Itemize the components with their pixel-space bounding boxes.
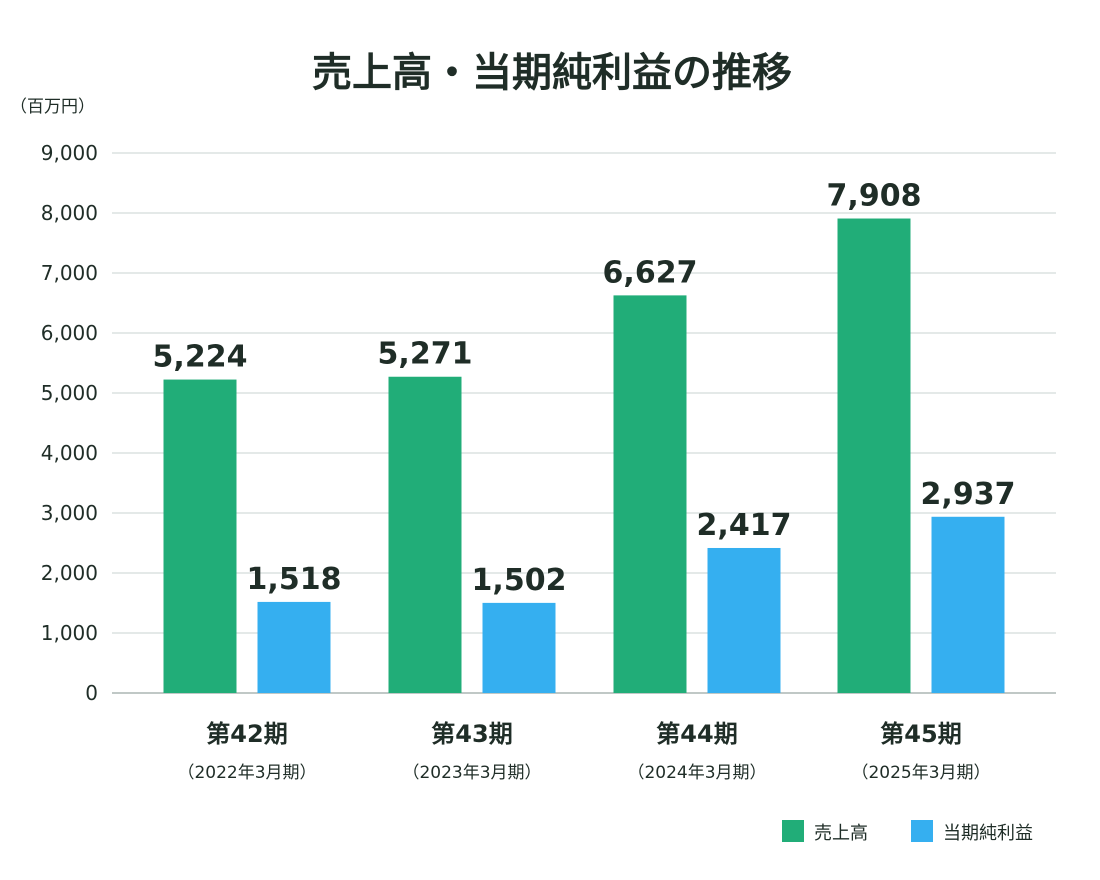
category-sublabel: （2023年3月期） xyxy=(402,763,541,783)
bar-sales-2 xyxy=(388,376,462,693)
legend-label: 当期純利益 xyxy=(943,823,1033,844)
category-label: 第42期 xyxy=(206,720,287,748)
y-tick-label: 3,000 xyxy=(41,501,98,525)
bar-net-income-1 xyxy=(257,601,331,693)
y-tick-label: 7,000 xyxy=(41,261,98,285)
bar-net-income-3 xyxy=(707,547,781,693)
category-sublabel: （2024年3月期） xyxy=(627,763,766,783)
legend-swatch xyxy=(782,820,804,842)
data-labels: 5,224 5,271 6,627 7,908 1,518 1,502 2,417 2,937 xyxy=(153,179,1016,598)
y-tick-label: 4,000 xyxy=(41,441,98,465)
y-tick-label: 2,000 xyxy=(41,561,98,585)
category-label: 第44期 xyxy=(656,720,737,748)
x-axis-categories: 第42期 （2022年3月期） 第43期 （2023年3月期） 第44期 （2024年3月… xyxy=(177,720,990,783)
chart-title: 売上高・当期純利益の推移 xyxy=(312,50,792,96)
bars xyxy=(163,218,1005,693)
data-label: 1,502 xyxy=(472,563,567,598)
legend: 売上高 当期純利益 xyxy=(782,820,1033,844)
category-label: 第43期 xyxy=(431,720,512,748)
data-label: 5,271 xyxy=(378,337,473,372)
legend-swatch xyxy=(911,820,933,842)
y-tick-label: 6,000 xyxy=(41,321,98,345)
data-label: 1,518 xyxy=(247,562,342,597)
data-label: 5,224 xyxy=(153,340,248,375)
legend-label: 売上高 xyxy=(814,823,868,844)
bar-sales-4 xyxy=(837,218,911,693)
bar-net-income-2 xyxy=(482,602,556,693)
y-tick-label: 8,000 xyxy=(41,201,98,225)
y-tick-label: 1,000 xyxy=(41,621,98,645)
y-tick-label: 9,000 xyxy=(41,141,98,165)
data-label: 2,937 xyxy=(921,477,1016,512)
grid-lines xyxy=(112,152,1056,694)
category-label: 第45期 xyxy=(880,720,961,748)
y-axis-unit-label: （百万円） xyxy=(10,97,95,117)
bar-sales-3 xyxy=(613,295,687,693)
data-label: 7,908 xyxy=(827,179,922,214)
data-label: 6,627 xyxy=(603,255,698,290)
category-sublabel: （2022年3月期） xyxy=(177,763,316,783)
y-tick-label: 5,000 xyxy=(41,381,98,405)
bar-sales-1 xyxy=(163,379,237,693)
bar-net-income-4 xyxy=(931,516,1005,693)
y-axis-ticks: 0 1,000 2,000 3,000 4,000 5,000 6,000 7,000 8,00… xyxy=(41,141,98,705)
data-label: 2,417 xyxy=(697,508,792,543)
category-sublabel: （2025年3月期） xyxy=(851,763,990,783)
y-tick-label: 0 xyxy=(85,681,98,705)
